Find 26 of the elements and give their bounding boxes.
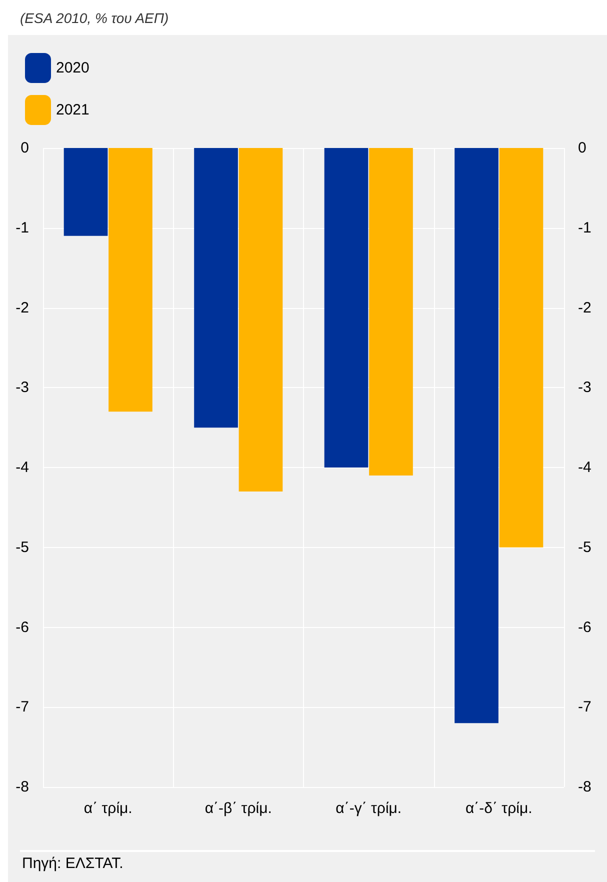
y2-tick-label: -3 bbox=[578, 379, 592, 396]
y-tick-label: -6 bbox=[16, 618, 29, 636]
y2-tick-label: -6 bbox=[578, 618, 592, 636]
legend-label: 2021 bbox=[56, 102, 90, 118]
y2-tick-label: -7 bbox=[578, 698, 592, 716]
y-tick-label: 0 bbox=[20, 140, 29, 156]
y2-tick-label: -1 bbox=[578, 219, 592, 236]
y2-tick-label: -8 bbox=[578, 778, 592, 796]
y2-tick-label: -2 bbox=[578, 299, 592, 316]
y-tick-label: -8 bbox=[16, 778, 29, 796]
y2-tick-label: 0 bbox=[578, 140, 586, 156]
x-tick-label: α΄ τρίμ. bbox=[84, 800, 132, 817]
x-tick-label: α΄-γ΄ τρίμ. bbox=[336, 800, 402, 817]
y2-tick-label: -5 bbox=[578, 538, 592, 556]
y-tick-label: -4 bbox=[16, 459, 29, 476]
x-tick-label: α΄-β΄ τρίμ. bbox=[204, 800, 272, 817]
x-tick-label: α΄-δ΄ τρίμ. bbox=[465, 800, 532, 817]
y-tick-label: -3 bbox=[16, 379, 29, 396]
y-tick-label: -7 bbox=[16, 698, 29, 716]
y-tick-label: -1 bbox=[16, 219, 29, 236]
y-tick-label: -5 bbox=[16, 538, 29, 556]
y-tick-label: -2 bbox=[16, 299, 29, 316]
legend-label: 2020 bbox=[56, 60, 90, 76]
text: Πηγή: ΕΛΣΤΑΤ. bbox=[22, 855, 124, 872]
y2-tick-label: -4 bbox=[578, 459, 592, 476]
chart-title: (ESA 2010, % του ΑΕΠ) bbox=[20, 10, 169, 26]
